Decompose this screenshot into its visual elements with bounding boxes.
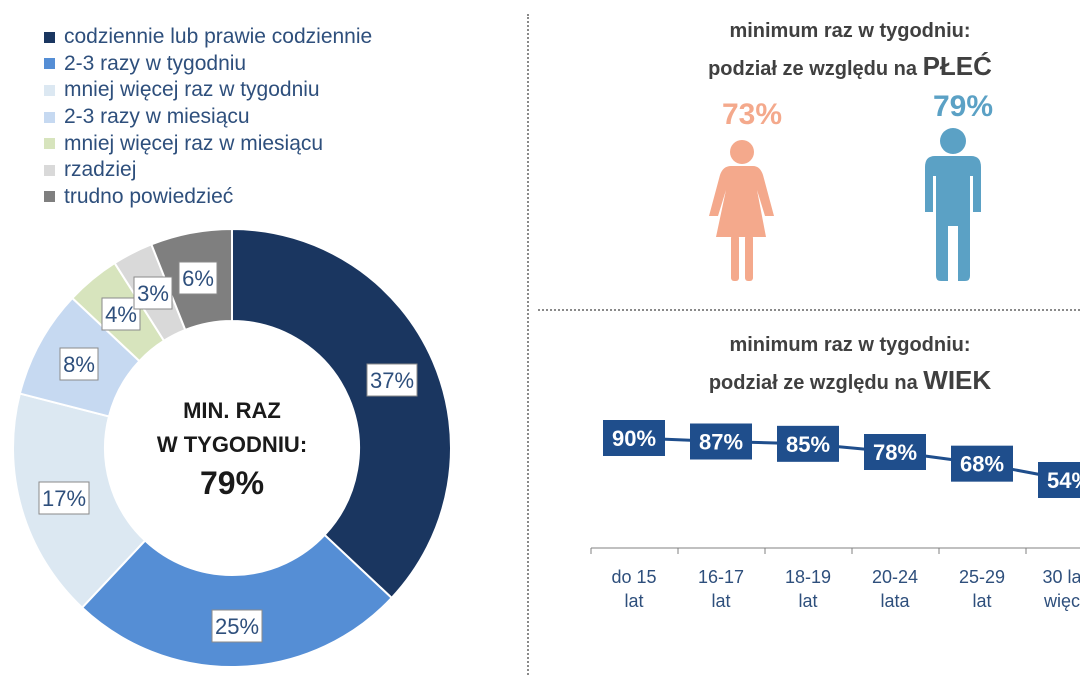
legend-item: 2-3 razy w tygodniu bbox=[44, 51, 372, 78]
x-tick-label: lat bbox=[711, 591, 730, 611]
donut-data-label-text: 3% bbox=[137, 281, 169, 306]
age-data-marker bbox=[690, 423, 752, 460]
donut-data-label: 17% bbox=[38, 481, 90, 515]
x-tick-label: 20-24 bbox=[872, 567, 918, 587]
age-data-label: 78% bbox=[873, 440, 917, 465]
x-tick-label: lat bbox=[972, 591, 991, 611]
legend-swatch bbox=[44, 31, 55, 43]
donut-center-center-line1: MIN. RAZ bbox=[183, 398, 281, 423]
donut-data-label: 6% bbox=[178, 261, 218, 295]
legend-swatch bbox=[44, 84, 55, 96]
donut-data-label-text: 4% bbox=[105, 302, 137, 327]
age-data-marker bbox=[951, 445, 1013, 482]
legend-item: 2-3 razy w miesiącu bbox=[44, 104, 372, 131]
donut-data-label: 3% bbox=[133, 276, 173, 310]
age-data-point: 85% bbox=[777, 425, 839, 462]
age-data-label: 85% bbox=[786, 432, 830, 457]
age-title-prefix: podział ze względu na bbox=[708, 372, 918, 394]
age-data-marker bbox=[603, 420, 665, 456]
donut-data-label-text: 6% bbox=[182, 266, 214, 291]
age-data-point: 87% bbox=[690, 423, 752, 460]
legend-label: 2-3 razy w tygodniu bbox=[64, 51, 247, 75]
age-data-point: 78% bbox=[864, 434, 926, 470]
x-tick-label: 18-19 bbox=[785, 567, 831, 587]
legend-item: mniej więcej raz w miesiącu bbox=[44, 130, 372, 157]
legend-label: rzadziej bbox=[64, 158, 137, 182]
legend-item: codziennie lub prawie codziennie bbox=[44, 24, 372, 51]
vertical-divider bbox=[527, 14, 529, 675]
gender-title-line1: minimum raz w tygodniu: bbox=[729, 20, 971, 42]
donut-data-label-text: 8% bbox=[63, 352, 95, 377]
female-value: 73% bbox=[722, 98, 783, 131]
x-tick-label: lat bbox=[624, 591, 643, 611]
donut-data-label: 37% bbox=[366, 363, 418, 397]
legend-swatch bbox=[44, 191, 55, 203]
male-value: 79% bbox=[933, 90, 994, 123]
donut-data-label-text: 17% bbox=[42, 486, 86, 511]
horizontal-divider bbox=[538, 309, 1080, 311]
legend-swatch bbox=[44, 138, 55, 150]
donut-data-label-text: 25% bbox=[215, 614, 259, 639]
gender-title-line2: podział ze względu na PŁEĆ bbox=[640, 49, 1060, 87]
age-title-key: WIEK bbox=[923, 365, 992, 395]
x-tick-label: do 15 bbox=[611, 567, 656, 587]
age-panel-title: minimum raz w tygodniu: podział ze wzglę… bbox=[640, 328, 1060, 401]
age-data-marker bbox=[777, 425, 839, 462]
legend-label: mniej więcej raz w miesiącu bbox=[64, 131, 324, 155]
donut-center-center-value: 79% bbox=[200, 465, 264, 501]
donut-slice bbox=[80, 533, 394, 668]
x-tick-label: 16-17 bbox=[698, 567, 744, 587]
age-data-marker bbox=[1038, 462, 1080, 498]
legend-item: mniej więcej raz w tygodniu bbox=[44, 77, 372, 104]
gender-title-key: PŁEĆ bbox=[922, 51, 992, 81]
legend-swatch bbox=[44, 58, 55, 70]
legend-label: codziennie lub prawie codziennie bbox=[64, 25, 373, 49]
legend: codziennie lub prawie codziennie 2-3 razy… bbox=[44, 24, 372, 210]
age-data-marker bbox=[864, 434, 926, 470]
age-data-label: 54% bbox=[1047, 468, 1080, 493]
age-data-label: 90% bbox=[612, 426, 656, 451]
age-data-point: 54% bbox=[1038, 462, 1080, 498]
donut-center-center-line2: W TYGODNIU: bbox=[157, 432, 307, 457]
legend-label: mniej więcej raz w tygodniu bbox=[64, 78, 320, 102]
legend-label: trudno powiedzieć bbox=[64, 184, 234, 208]
x-tick-label: 25-29 bbox=[959, 567, 1005, 587]
gender-title-prefix: podział ze względu na bbox=[708, 58, 917, 80]
donut-slice bbox=[231, 227, 452, 600]
age-title-line1: minimum raz w tygodniu: bbox=[729, 334, 971, 356]
legend-swatch bbox=[44, 164, 55, 176]
age-title-line2: podział ze względu na WIEK bbox=[640, 363, 1060, 401]
x-tick-label: więcej bbox=[1043, 591, 1080, 611]
age-data-point: 90% bbox=[603, 420, 665, 456]
legend-swatch bbox=[44, 111, 55, 123]
age-data-label: 68% bbox=[960, 452, 1004, 477]
x-tick-label: lat bbox=[798, 591, 817, 611]
frequency-donut-chart: 37% 25% 17% 8% 4%3% 6% MIN. RAZ W TYGODNIU: 79% bbox=[12, 227, 452, 668]
legend-item: trudno powiedzieć bbox=[44, 184, 372, 211]
donut-data-label-text: 37% bbox=[370, 368, 414, 393]
x-tick-label: lata bbox=[880, 591, 910, 611]
donut-data-label: 25% bbox=[211, 609, 263, 643]
age-data-label: 87% bbox=[699, 430, 743, 455]
legend-label: 2-3 razy w miesiącu bbox=[64, 105, 250, 129]
age-data-point: 68% bbox=[951, 445, 1013, 482]
legend-item: rzadziej bbox=[44, 157, 372, 184]
donut-data-label: 8% bbox=[59, 347, 99, 381]
gender-panel-title: minimum raz w tygodniu: podział ze wzglę… bbox=[640, 14, 1060, 87]
x-tick-label: 30 lat i bbox=[1042, 567, 1080, 587]
